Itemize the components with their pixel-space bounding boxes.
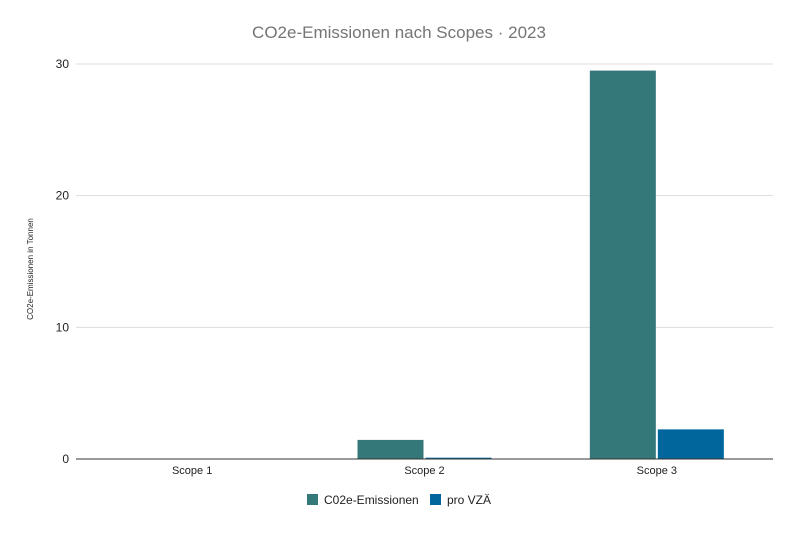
y-tick-label: 30 bbox=[56, 57, 70, 71]
y-tick-label: 10 bbox=[56, 320, 70, 334]
bars bbox=[357, 70, 724, 460]
gridlines bbox=[76, 63, 773, 328]
y-tick-label: 20 bbox=[56, 189, 70, 203]
bar bbox=[657, 429, 724, 459]
bar bbox=[357, 439, 424, 459]
y-tick-label: 0 bbox=[62, 452, 69, 466]
legend: C02e-Emissionen pro VZÄ bbox=[307, 493, 491, 507]
legend-swatch bbox=[307, 494, 318, 505]
x-tick-label: Scope 3 bbox=[637, 465, 677, 477]
y-axis-ticks: 0 10 20 30 bbox=[56, 57, 70, 466]
legend-label: pro VZÄ bbox=[447, 493, 491, 507]
y-axis-label: CO2e-Emissionen in Tonnen bbox=[26, 218, 35, 320]
bar bbox=[425, 457, 492, 460]
x-tick-label: Scope 2 bbox=[404, 465, 444, 477]
bar bbox=[589, 70, 656, 459]
legend-label: C02e-Emissionen bbox=[324, 493, 419, 507]
legend-swatch bbox=[430, 494, 441, 505]
chart-title: CO2e-Emissionen nach Scopes · 2023 bbox=[252, 23, 546, 42]
x-axis-ticks: Scope 1 Scope 2 Scope 3 bbox=[172, 465, 677, 477]
x-tick-label: Scope 1 bbox=[172, 465, 212, 477]
